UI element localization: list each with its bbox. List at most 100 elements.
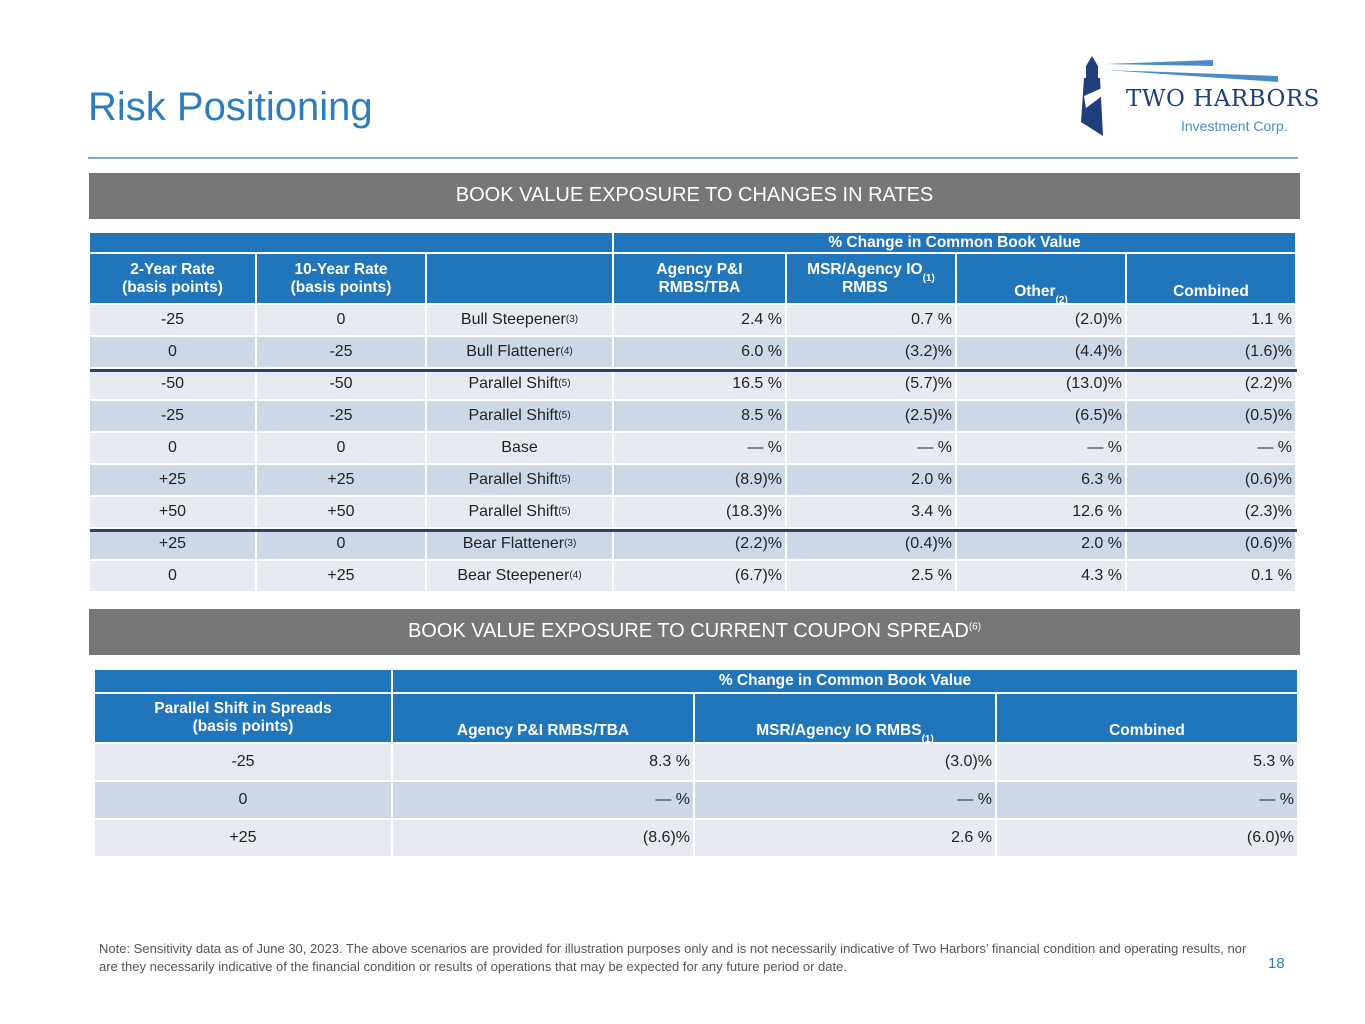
cell-text: 3.4 % <box>911 503 952 520</box>
table-cell-scenario: Base <box>427 433 612 463</box>
table-cell-agency: (6.7)% <box>614 561 785 591</box>
table-cell-ten: -25 <box>257 401 425 431</box>
table-cell-msr: 0.7 % <box>787 305 955 335</box>
cell-text: 0 <box>168 439 177 456</box>
group-header-blank <box>95 670 391 692</box>
table-cell-combined: (6.0)% <box>997 820 1297 856</box>
table-cell-two: +25 <box>90 465 255 495</box>
scenario-group-divider <box>90 369 1297 372</box>
cell-text: -25 <box>231 753 255 770</box>
table-cell-other: (2.0)% <box>957 305 1125 335</box>
table-cell-scenario: Parallel Shift (5) <box>427 465 612 495</box>
column-header: Combined <box>997 694 1297 742</box>
company-logo: TWO HARBORS Investment Corp. <box>1078 52 1319 142</box>
cell-text: 4.3 % <box>1081 567 1122 584</box>
cell-text: 2.5 % <box>911 567 952 584</box>
table-cell-scenario: Bull Steepener (3) <box>427 305 612 335</box>
table-cell-combined: 1.1 % <box>1127 305 1295 335</box>
column-header: Agency P&I RMBS/TBA <box>614 254 785 303</box>
section-banner-rates: BOOK VALUE EXPOSURE TO CHANGES IN RATES <box>89 173 1300 219</box>
cell-text: Bull Flattener <box>466 343 561 360</box>
table-cell-combined: (0.5)% <box>1127 401 1295 431</box>
cell-text: -25 <box>160 311 185 328</box>
table-cell-other: (13.0)% <box>957 369 1125 399</box>
table-cell-msr: (0.4)% <box>787 529 955 559</box>
logo-name: TWO HARBORS <box>1126 86 1320 112</box>
table-cell-msr: 2.5 % <box>787 561 955 591</box>
table-cell-other: — % <box>957 433 1125 463</box>
cell-text: — % <box>1087 439 1122 456</box>
spread-table: % Change in Common Book Value Parallel Sh… <box>95 670 1297 856</box>
cell-text: — % <box>1257 439 1292 456</box>
cell-text: 1.1 % <box>1251 311 1292 328</box>
cell-text: 8.3 % <box>649 753 690 770</box>
column-header: Parallel Shift in Spreads (basis points) <box>95 694 391 742</box>
table-cell-ten: -50 <box>257 369 425 399</box>
table-cell-msr: 2.0 % <box>787 465 955 495</box>
column-header: 2-Year Rate (basis points) <box>90 254 255 303</box>
cell-text: Parallel Shift <box>468 407 559 424</box>
cell-text: 6.0 % <box>741 343 782 360</box>
cell-text: 0 <box>336 439 346 456</box>
cell-text: (0.6)% <box>1244 471 1292 488</box>
table-cell-two: -50 <box>90 369 255 399</box>
cell-text: (2.2)% <box>734 535 782 552</box>
cell-text: (18.3)% <box>725 503 782 520</box>
table-cell-ten: 0 <box>257 529 425 559</box>
cell-text: Combined <box>1173 283 1249 300</box>
cell-text: +25 <box>327 471 355 488</box>
column-header: MSR/Agency IO RMBS (1) <box>695 694 995 745</box>
table-cell-other: 12.6 % <box>957 497 1125 527</box>
table-cell-two: 0 <box>90 561 255 591</box>
table-cell-other: 4.3 % <box>957 561 1125 591</box>
cell-text: — % <box>747 439 782 456</box>
cell-text: (2.5)% <box>904 407 952 424</box>
cell-text: 0 <box>336 311 346 328</box>
group-header: % Change in Common Book Value <box>614 233 1295 252</box>
footnote-text: Note: Sensitivity data as of June 30, 20… <box>99 941 1247 974</box>
table-cell-combined: (1.6)% <box>1127 337 1295 367</box>
cell-text: (5.7)% <box>904 375 952 392</box>
cell-text: 5.3 % <box>1253 753 1294 770</box>
cell-text: 16.5 % <box>732 375 782 392</box>
table-cell-other: 6.3 % <box>957 465 1125 495</box>
table-cell-msr: (5.7)% <box>787 369 955 399</box>
cell-text: 0.7 % <box>911 311 952 328</box>
table-cell-other: (6.5)% <box>957 401 1125 431</box>
table-cell-agency: (8.6)% <box>393 820 693 856</box>
cell-text: 0 <box>336 535 346 552</box>
banner-text: BOOK VALUE EXPOSURE TO CURRENT COUPON SP… <box>407 620 969 642</box>
table-cell-scenario: Parallel Shift (5) <box>427 401 612 431</box>
cell-text: (0.4)% <box>904 535 952 552</box>
cell-text: — % <box>917 439 952 456</box>
cell-text: 2.0 % <box>911 471 952 488</box>
table-cell-ten: +25 <box>257 465 425 495</box>
cell-text: Parallel Shift <box>468 471 559 488</box>
cell-text: % Change in Common Book Value <box>828 233 1081 251</box>
cell-text: (4.4)% <box>1074 343 1122 360</box>
table-cell-two: 0 <box>90 337 255 367</box>
column-header: Combined <box>1127 254 1295 303</box>
column-header: Agency P&I RMBS/TBA <box>393 694 693 742</box>
table-cell-msr: (3.0)% <box>695 744 995 780</box>
table-cell-agency: (18.3)% <box>614 497 785 527</box>
table-cell-agency: (2.2)% <box>614 529 785 559</box>
logo-subtitle: Investment Corp. <box>1181 118 1288 134</box>
table-cell-ten: +25 <box>257 561 425 591</box>
table-cell-msr: (3.2)% <box>787 337 955 367</box>
table-cell-combined: 5.3 % <box>997 744 1297 780</box>
page-number: 18 <box>1268 955 1285 972</box>
cell-text: +25 <box>158 535 187 552</box>
column-header: 10-Year Rate (basis points) <box>257 254 425 303</box>
cell-text: -25 <box>160 407 185 424</box>
table-cell-scenario: Bear Steepener (4) <box>427 561 612 591</box>
cell-text: Parallel Shift in Spreads (basis points) <box>154 700 332 735</box>
table-cell-ten: 0 <box>257 305 425 335</box>
cell-text: (8.6)% <box>642 829 690 846</box>
cell-text: Parallel Shift <box>468 503 559 520</box>
table-cell-agency: (8.9)% <box>614 465 785 495</box>
cell-text: 0 <box>168 567 177 584</box>
cell-text: (2.2)% <box>1244 375 1292 392</box>
table-cell-agency: 8.3 % <box>393 744 693 780</box>
cell-text: (6.5)% <box>1074 407 1122 424</box>
